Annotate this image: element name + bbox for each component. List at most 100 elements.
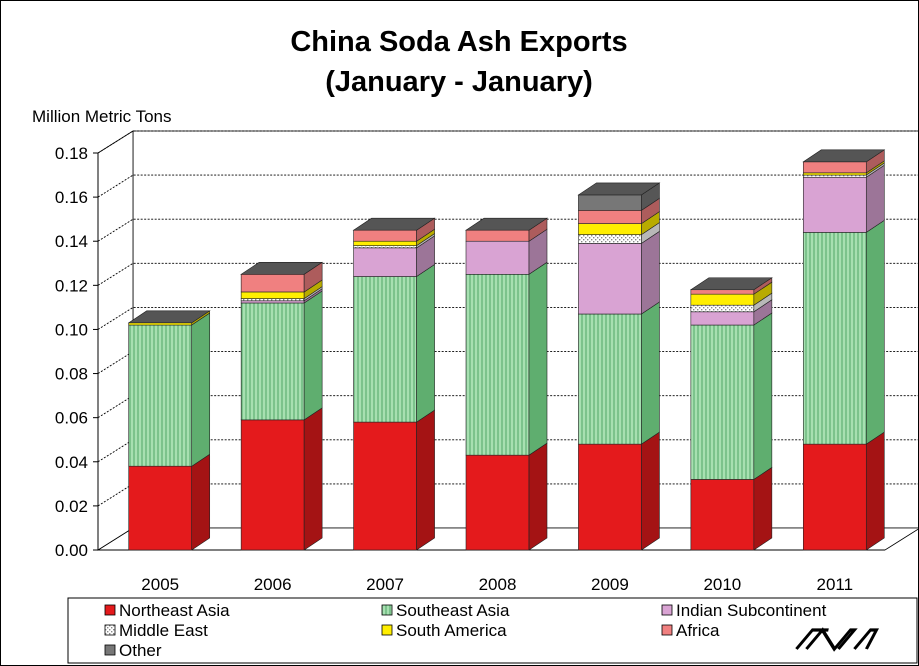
legend-swatch — [104, 604, 116, 616]
bar-front — [802, 172, 867, 176]
bar-front — [578, 223, 642, 235]
bar-front — [578, 313, 642, 445]
legend-swatch — [381, 604, 393, 616]
bar-front — [353, 276, 417, 423]
y-tick-label: 0.08 — [55, 365, 88, 384]
bar-segment-2008-2 — [465, 228, 548, 275]
bar-front — [802, 443, 867, 551]
bar-front — [128, 465, 193, 551]
legend-entry: Indian Subcontinent — [661, 601, 827, 620]
bar-front — [240, 419, 305, 551]
bar-segment-2009-0 — [578, 431, 660, 551]
chart-title: China Soda Ash Exports — [290, 26, 627, 58]
bar-front — [465, 274, 530, 456]
bar-front — [578, 210, 642, 224]
legend-swatch — [661, 624, 673, 636]
x-tick-label: 2010 — [703, 575, 741, 594]
y-tick-label: 0.12 — [55, 276, 88, 295]
legend-entry: Middle East — [104, 621, 208, 640]
bar-front — [690, 479, 755, 551]
bar-side — [641, 230, 660, 315]
x-tick-label: 2008 — [479, 575, 517, 594]
bar-segment-2006-1 — [240, 290, 323, 421]
bar-side — [865, 431, 885, 551]
bar-segment-2010-1 — [690, 312, 773, 480]
bar-side — [416, 409, 435, 551]
bar-segment-2011-2 — [802, 164, 885, 233]
bar-segment-2007-0 — [353, 409, 435, 551]
legend-entry: Africa — [661, 621, 720, 640]
x-tick-label: 2007 — [366, 575, 404, 594]
bar-front — [578, 443, 642, 551]
bar-front — [353, 245, 417, 249]
bar-top-cap — [127, 310, 211, 324]
y-axis-label: Million Metric Tons — [32, 107, 172, 126]
legend-entry: Southeast Asia — [381, 601, 510, 620]
legend-label: Middle East — [119, 621, 208, 640]
y-tick-label: 0.06 — [55, 409, 88, 428]
bar-front — [240, 298, 305, 302]
y-tick-label: 0.10 — [55, 320, 88, 339]
y-tick-label: 0.16 — [55, 188, 88, 207]
bar-segment-2008-0 — [465, 442, 548, 551]
legend-entry: Other — [104, 641, 162, 660]
y-tick-label: 0.00 — [55, 541, 88, 560]
bar-side — [865, 219, 885, 445]
logo — [795, 627, 879, 652]
x-tick-label: 2011 — [817, 575, 854, 594]
bar-segment-2005-0 — [128, 453, 211, 551]
legend-label: South America — [396, 621, 507, 640]
legend-label: Indian Subcontinent — [676, 601, 827, 620]
legend-box — [67, 597, 918, 664]
y-axis-ticks: 0.00 0.02 0.04 0.06 0.08 0.10 0.12 0.14 0.16 0.18 — [55, 144, 885, 560]
bar-side — [753, 312, 773, 480]
bar-front — [465, 240, 530, 275]
x-axis-ticks: 2005 2006 2007 2008 2009 2010 2011 — [141, 575, 853, 594]
bar-segment-2007-1 — [353, 263, 435, 423]
legend-label: Africa — [676, 621, 720, 640]
bar-front — [690, 304, 755, 313]
chart-subtitle: (January - January) — [325, 66, 593, 98]
bar-front — [465, 229, 530, 242]
bar-front — [353, 247, 417, 277]
bar-front — [690, 289, 755, 295]
bar-front — [802, 161, 867, 174]
bar-segment-2007-2 — [353, 235, 435, 278]
bar-side — [753, 466, 773, 551]
bar-side — [641, 301, 660, 445]
bar-front — [802, 174, 867, 178]
legend-swatch — [104, 624, 116, 636]
bar-front — [690, 324, 755, 480]
bar-segment-2005-1 — [128, 312, 211, 467]
legend-label: Northeast Asia — [119, 601, 230, 620]
y-tick-label: 0.02 — [55, 497, 88, 516]
bar-side — [416, 263, 435, 423]
bar-segment-2009-6 — [578, 182, 660, 211]
bar-side — [191, 453, 211, 551]
bar-front — [578, 243, 642, 315]
bar-segment-2006-5 — [240, 261, 323, 293]
bar-front — [240, 302, 305, 421]
bar-front — [578, 194, 642, 211]
bar-side — [641, 431, 660, 551]
bar-segment-2011-1 — [802, 219, 885, 445]
bar-front — [578, 234, 642, 244]
legend: Northeast Asia Southeast Asia Indian Subco… — [104, 601, 827, 660]
y-tick-label: 0.04 — [55, 453, 88, 472]
bar-segment-2008-1 — [465, 261, 548, 456]
bar-segment-2009-2 — [578, 230, 660, 315]
bar-segment-2009-5 — [578, 197, 660, 225]
bar-front — [353, 229, 417, 242]
bar-side — [303, 407, 323, 551]
bar-front — [353, 240, 417, 246]
bar-segment-2010-0 — [690, 466, 773, 551]
bar-segment-2006-0 — [240, 407, 323, 551]
bars — [127, 149, 886, 551]
bar-side — [191, 312, 211, 467]
bar-top-cap — [465, 217, 548, 231]
x-tick-label: 2005 — [141, 575, 179, 594]
bar-top-cap — [689, 277, 773, 291]
legend-label: Other — [119, 641, 162, 660]
